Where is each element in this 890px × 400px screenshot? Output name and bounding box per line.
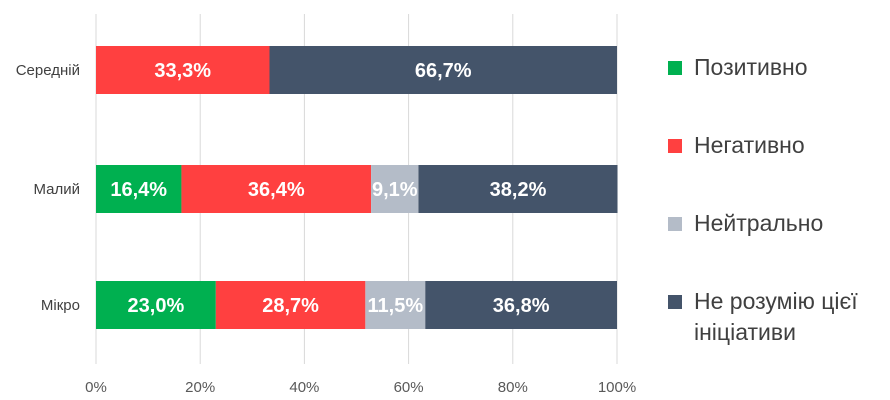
- data-label: 36,8%: [493, 295, 550, 317]
- bar-segments: [96, 46, 618, 329]
- legend-item-negative: Негативно: [668, 130, 864, 161]
- bar-segment: [96, 165, 182, 213]
- bar-segment: [371, 165, 419, 213]
- legend-swatch-dont-understand: [668, 295, 682, 309]
- x-tick-label: 40%: [289, 379, 319, 396]
- legend-label-positive: Позитивно: [694, 54, 808, 80]
- data-label: 11,5%: [368, 295, 424, 317]
- legend-swatch-negative: [668, 139, 682, 153]
- x-tick-label: 60%: [394, 379, 424, 396]
- category-axis-labels: Середній Малий Мікро: [16, 62, 80, 314]
- category-label: Малий: [33, 181, 80, 198]
- bar-segment: [418, 165, 618, 213]
- legend-swatch-positive: [668, 61, 682, 75]
- data-label: 66,7%: [415, 60, 472, 82]
- data-label: 9,1%: [372, 179, 418, 201]
- bar-segment: [215, 281, 366, 329]
- data-label: 28,7%: [262, 295, 319, 317]
- legend-label-dont-understand: Не розумію цієї ініціативи: [694, 288, 858, 345]
- legend-label-neutral: Нейтрально: [694, 210, 824, 236]
- x-tick-label: 20%: [185, 379, 215, 396]
- legend-item-neutral: Нейтрально: [668, 208, 864, 239]
- legend-item-positive: Позитивно: [668, 52, 864, 83]
- bar-segment: [181, 165, 372, 213]
- x-tick-label: 80%: [498, 379, 528, 396]
- bar-segment: [269, 46, 617, 94]
- data-label: 16,4%: [110, 179, 167, 201]
- data-label: 38,2%: [490, 179, 547, 201]
- category-label: Середній: [16, 62, 80, 79]
- x-axis-tick-labels: 0% 20% 40% 60% 80% 100%: [85, 379, 636, 396]
- bar-segment: [96, 281, 216, 329]
- x-tick-label: 100%: [598, 379, 636, 396]
- bar-segment: [425, 281, 617, 329]
- x-tick-label: 0%: [85, 379, 107, 396]
- legend-swatch-neutral: [668, 217, 682, 231]
- category-label: Мікро: [41, 297, 80, 314]
- data-label: 33,3%: [154, 60, 211, 82]
- data-labels: 33,3% 66,7% 16,4% 36,4% 9,1% 38,2% 23,0% 28,7% 1…: [110, 60, 549, 317]
- legend-label-negative: Негативно: [694, 132, 805, 158]
- bar-segment: [96, 46, 270, 94]
- data-label: 36,4%: [248, 179, 305, 201]
- data-label: 23,0%: [128, 295, 185, 317]
- legend-item-dont-understand: Не розумію цієї ініціативи: [668, 286, 864, 348]
- bar-segment: [365, 281, 426, 329]
